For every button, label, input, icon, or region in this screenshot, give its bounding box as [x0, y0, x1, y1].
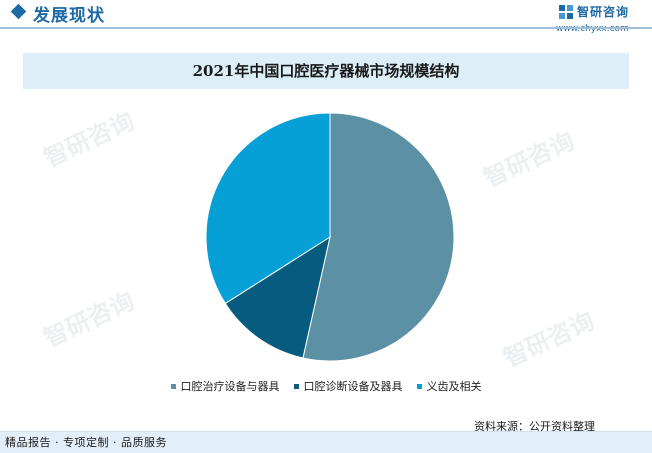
logo-icon: [559, 4, 573, 19]
header-bar: 发展现状 智研咨询 www.chyxx.com: [0, 0, 652, 34]
brand-logo: 智研咨询: [558, 3, 629, 20]
legend-item: 义齿及相关: [416, 378, 482, 394]
legend-item: 口腔诊断设备及器具: [293, 378, 403, 394]
logo-text: 智研咨询: [577, 5, 630, 19]
legend-swatch: [170, 383, 176, 389]
logo-url: www.chyxx.com: [556, 24, 629, 34]
footer-bar: 精品报告 · 专项定制 · 品质服务: [0, 431, 652, 453]
header-divider: [0, 27, 652, 29]
pie-slice-2: [224, 235, 331, 359]
chart-title: 2021年中国口腔医疗器械市场规模结构: [23, 53, 629, 89]
legend-label: 口腔治疗设备与器具: [180, 380, 280, 393]
legend-label: 口腔诊断设备及器具: [303, 380, 403, 393]
pie-slice-3: [205, 112, 331, 305]
legend-swatch: [416, 383, 422, 389]
legend-swatch: [293, 383, 299, 389]
pie-slice-1: [302, 112, 455, 362]
footer-text: 精品报告 · 专项定制 · 品质服务: [5, 436, 167, 449]
source-note: 资料来源：公开资料整理: [474, 420, 595, 433]
section-title: 发展现状: [33, 6, 105, 26]
legend-item: 口腔治疗设备与器具: [170, 378, 280, 394]
chart-legend: 口腔治疗设备与器具 口腔诊断设备及器具 义齿及相关: [0, 378, 652, 394]
legend-label: 义齿及相关: [426, 380, 482, 393]
